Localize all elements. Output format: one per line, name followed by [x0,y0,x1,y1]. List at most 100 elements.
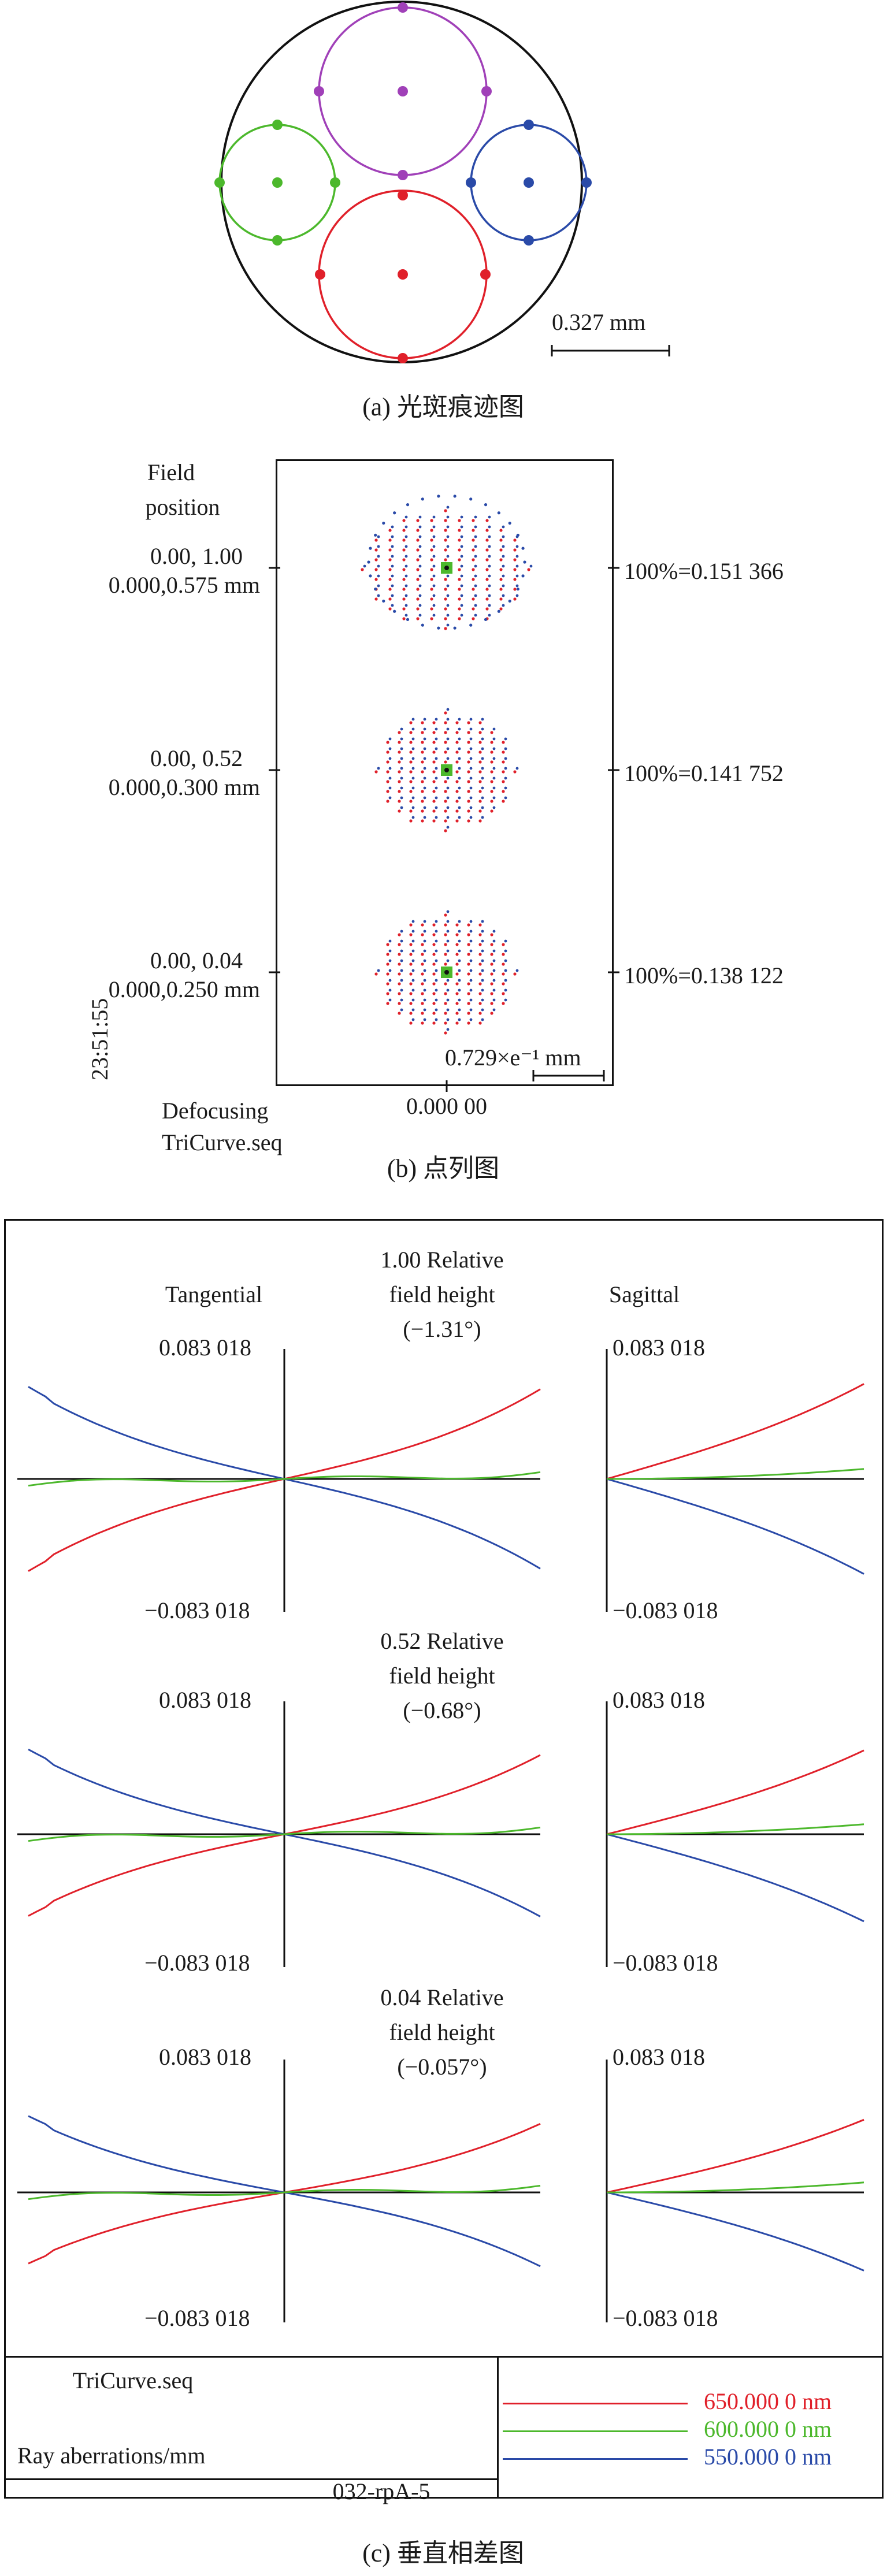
caption-b: (b) 点列图 [387,1154,500,1183]
spot-point-red [416,588,420,591]
spot-point-blue [488,574,491,578]
spot-point-blue [400,727,403,731]
spot-point-red [386,972,389,976]
spot-point-red [444,992,447,995]
spot-point-blue [515,545,519,548]
red-point [480,269,491,280]
spot-point-red [402,538,406,542]
spot-point-blue [504,747,507,750]
spot-point-red [472,568,475,571]
spot-point-red [467,770,470,774]
spot-point-blue [421,623,424,627]
spot-point-blue [481,796,484,800]
spot-point-blue [460,515,463,519]
chief-ray-center [444,768,449,772]
spot-point-blue [435,959,438,962]
spot-point-blue [423,998,426,1002]
spot-point-blue [400,969,403,972]
spot-point-red [430,568,433,571]
spot-point-red [490,800,493,803]
spot-point-red [398,780,401,783]
spot-point-blue [418,604,422,607]
spot-point-red [444,731,447,734]
spot-point-blue [423,979,426,982]
spot-point-red [388,538,392,542]
spot-point-red [432,731,436,734]
spot-point-red [409,780,413,783]
spot-point-blue [437,626,440,630]
spot-point-blue [382,599,385,603]
sagittal-curve-650nm [606,2118,864,2194]
spot-point-red [409,982,413,986]
spot-point-red [478,750,482,754]
spot-point-blue [404,545,408,548]
spot-point-blue [481,930,484,933]
spot-point-red [502,992,505,995]
spot-point-blue [388,786,392,790]
spot-point-red [444,923,447,927]
spot-point-blue [488,525,491,529]
spot-point-red [409,790,413,793]
spot-point-red [478,770,482,774]
spot-point-red [502,800,505,803]
spot-point-red [499,597,503,601]
tangential-curve-600nm [28,2184,541,2200]
legend-label: 650.000 0 nm [704,2388,832,2414]
spot-point-blue [435,786,438,790]
spot-point-blue [492,930,496,933]
spot-point-red [502,750,505,754]
spot-point-red [467,741,470,744]
spot-point-red [502,780,505,783]
sagittal-curve-650nm [606,1383,864,1480]
spot-point-red [444,721,447,724]
caption-c: (c) 垂直相差图 [362,2539,524,2567]
field-3-line2: 0.000,0.250 mm [108,976,260,1002]
spot-point-red [499,588,503,591]
spot-point-red [444,982,447,986]
spot-point-red [409,760,413,764]
spot-point-red [467,780,470,783]
spot-point-red [386,780,389,783]
green-point [272,177,283,188]
spot-point-blue [492,939,496,943]
spot-point-red [386,741,389,744]
spot-point-blue [388,757,392,760]
spot-point-blue [446,998,450,1002]
spot-point-blue [421,497,424,501]
spot-point-red [513,972,517,976]
spot-point-blue [481,979,484,982]
spot-point-blue [458,737,461,741]
spot-point-blue [411,718,415,721]
spot-point-red [458,538,461,542]
spot-point-red [421,953,424,956]
spot-point-red [490,780,493,783]
spot-point-red [402,548,406,552]
spot-point-red [444,790,447,793]
spot-point-red [444,943,447,946]
ray-aberration-frame [4,1219,884,2499]
spot-point-blue [423,747,426,750]
spot-point-red [472,578,475,581]
field-position-label: Field [147,459,195,485]
spot-point-blue [432,574,436,578]
sagittal-curve-600nm [607,2181,864,2194]
spot-point-blue [481,806,484,809]
legend-label: 550.000 0 nm [704,2444,832,2470]
spot-point-blue [474,525,477,529]
spot-point-blue [446,920,450,923]
sagittal-curve-600nm [607,1823,864,1835]
purple-point [481,86,492,96]
spot-point-red [467,731,470,734]
footer-file-name: TriCurve.seq [72,2367,194,2393]
spot-point-blue [469,747,473,750]
spot-point-blue [474,555,477,558]
spot-point-blue [460,535,463,538]
spot-point-red [421,731,424,734]
spot-point-red [444,819,447,823]
spot-point-red [432,953,436,956]
spot-point-blue [446,718,450,721]
spot-point-red [430,607,433,611]
spot-point-red [444,597,447,601]
spot-point-red [490,1012,493,1015]
spot-point-red [409,962,413,966]
